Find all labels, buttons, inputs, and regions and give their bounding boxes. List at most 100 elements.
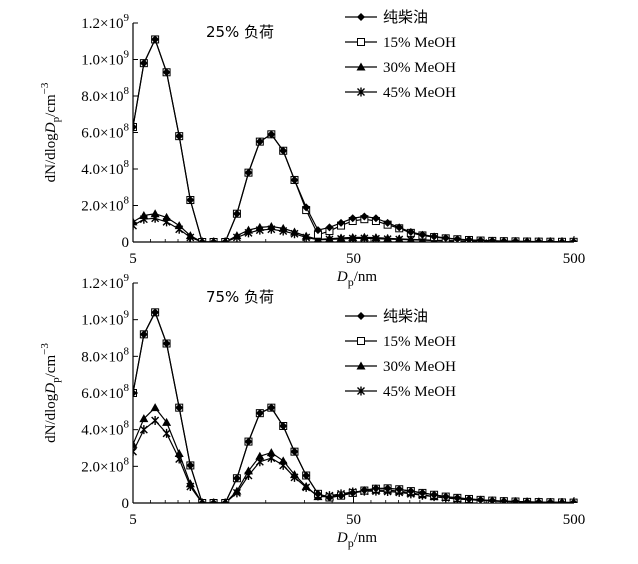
data-point <box>278 456 288 465</box>
y-tick-label: 4.0×108 <box>81 419 129 439</box>
data-point <box>289 470 299 479</box>
legend-label: 30% MeOH <box>383 359 456 375</box>
legend-marker <box>357 38 365 46</box>
y-tick-label: 2.0×108 <box>81 195 129 215</box>
x-axis-label: Dp/nm <box>336 530 378 550</box>
data-point <box>186 461 195 470</box>
data-point <box>243 466 253 475</box>
panel-caption: 75% 负荷 <box>206 288 274 306</box>
legend-label: 45% MeOH <box>383 384 456 400</box>
data-point <box>511 237 520 242</box>
data-point <box>186 196 195 205</box>
data-point <box>476 495 485 503</box>
data-point <box>133 447 137 457</box>
data-point <box>150 403 160 412</box>
series-line <box>133 37 574 242</box>
data-point <box>383 233 393 242</box>
data-point <box>371 214 380 223</box>
legend-label: 30% MeOH <box>383 60 456 76</box>
data-point <box>255 451 265 460</box>
data-point <box>244 437 253 446</box>
data-point <box>139 425 148 435</box>
data-point <box>209 499 218 503</box>
data-point <box>488 496 497 503</box>
data-point <box>162 417 172 426</box>
data-point <box>267 130 276 139</box>
x-tick-label: 5 <box>129 512 137 528</box>
data-point <box>441 233 450 242</box>
y-tick-label: 0 <box>122 496 130 512</box>
data-point <box>232 209 241 218</box>
legend-marker <box>357 386 365 396</box>
data-point <box>569 498 578 503</box>
data-point <box>221 238 230 242</box>
data-point <box>185 479 195 488</box>
data-point <box>301 482 311 490</box>
data-point <box>395 223 404 232</box>
x-tick-label: 500 <box>563 251 586 267</box>
data-point <box>313 226 322 235</box>
y-tick-label: 1.2×109 <box>81 12 129 32</box>
data-point <box>255 137 264 146</box>
y-axis-label: dN/dlogDp/cm−3 <box>39 343 62 443</box>
data-point <box>151 35 160 44</box>
data-point <box>325 223 334 232</box>
data-point <box>348 488 357 497</box>
data-point <box>139 330 148 339</box>
data-point <box>133 217 138 226</box>
data-point <box>162 428 171 438</box>
data-point <box>325 493 334 502</box>
data-point <box>430 490 439 499</box>
data-point <box>557 498 566 503</box>
data-point <box>546 237 555 242</box>
legend-label: 45% MeOH <box>383 85 456 101</box>
data-point <box>244 168 253 177</box>
data-point <box>359 232 369 241</box>
legend-label: 15% MeOH <box>383 334 456 350</box>
y-tick-label: 1.0×109 <box>81 309 129 329</box>
data-point <box>232 486 242 495</box>
data-point <box>133 439 138 448</box>
y-tick-label: 0 <box>122 235 130 251</box>
data-point <box>371 484 380 493</box>
data-point <box>174 449 184 457</box>
data-point <box>162 339 171 348</box>
data-point <box>337 218 346 227</box>
data-point <box>302 203 311 212</box>
data-point <box>151 308 160 317</box>
data-point <box>418 488 427 497</box>
data-point <box>546 498 555 503</box>
data-point <box>441 492 450 501</box>
legend-marker <box>357 312 365 320</box>
data-point <box>348 214 357 223</box>
data-point <box>185 231 195 240</box>
data-point <box>162 212 172 221</box>
x-tick-label: 50 <box>346 251 361 267</box>
data-point <box>557 237 566 242</box>
chart-panel-1: 0 2.0×108 4.0×108 6.0×108 8.0×108 1.0×109 1.2×… <box>39 9 585 289</box>
x-tick-label: 50 <box>346 512 361 528</box>
y-tick-label: 4.0×108 <box>81 158 129 178</box>
data-point <box>394 234 404 242</box>
panel-caption: 25% 负荷 <box>206 23 274 41</box>
data-point <box>133 123 137 132</box>
data-point <box>464 235 473 242</box>
data-point <box>198 499 207 503</box>
legend-marker <box>356 361 366 370</box>
data-point <box>406 234 415 242</box>
data-point <box>139 414 149 423</box>
y-tick-label: 2.0×108 <box>81 455 129 475</box>
data-point <box>255 409 264 418</box>
data-point <box>430 232 439 241</box>
legend-marker <box>356 62 366 71</box>
data-point <box>278 223 288 232</box>
legend-label: 纯柴油 <box>383 9 428 26</box>
data-point <box>279 422 288 430</box>
x-axis-label: Dp/nm <box>336 269 378 289</box>
legend: 纯柴油 15% MeOH 30% MeOH 45% MeOH <box>345 308 456 400</box>
data-point <box>499 237 508 242</box>
data-point <box>232 474 241 483</box>
data-point <box>266 221 276 230</box>
data-point <box>243 225 253 234</box>
